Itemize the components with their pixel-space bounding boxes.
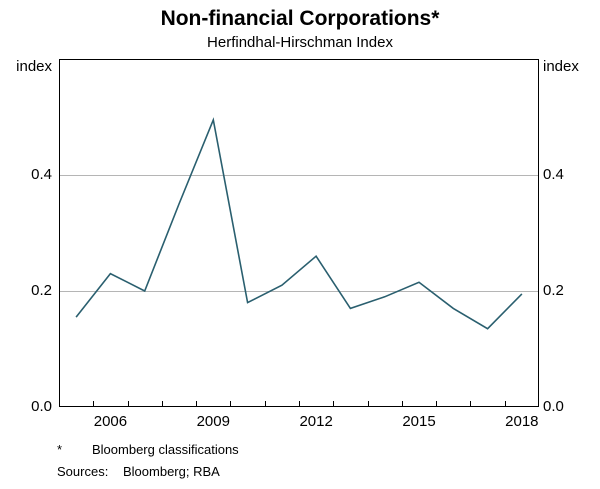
hhi-series-line <box>75 117 523 330</box>
x-axis-label: 2009 <box>196 413 230 430</box>
page-title: Non-financial Corporations* <box>160 7 440 30</box>
sources-row: Sources: Bloomberg; RBA <box>57 464 239 480</box>
chart-footer: * Bloomberg classifications Sources: Bloom… <box>57 442 239 486</box>
sources-text: Bloomberg; RBA <box>123 464 220 479</box>
footnote-row: * Bloomberg classifications <box>57 442 239 458</box>
y-axis-label-right: 0.4 <box>543 166 564 183</box>
sources-label: Sources: <box>57 464 109 479</box>
right-axis-unit-label: index <box>543 58 579 75</box>
x-axis-label: 2012 <box>299 413 333 430</box>
y-axis-label-right: 0.2 <box>543 282 564 299</box>
y-axis-label-left: 0.4 <box>31 166 52 183</box>
y-axis-label-right: 0.0 <box>543 398 564 415</box>
x-axis-label: 2015 <box>402 413 436 430</box>
plot-border <box>58 58 540 408</box>
y-axis-label-left: 0.0 <box>31 398 52 415</box>
x-axis-label: 2006 <box>93 413 128 430</box>
y-axis-label-left: 0.2 <box>31 282 52 299</box>
footnote-marker: * <box>57 442 63 457</box>
x-axis-label: 2018 <box>505 413 539 430</box>
chart-subtitle: Herfindhal-Hirschman Index <box>207 34 393 51</box>
left-axis-unit-label: index <box>16 58 52 75</box>
footnote-text: Bloomberg classifications <box>92 442 239 457</box>
